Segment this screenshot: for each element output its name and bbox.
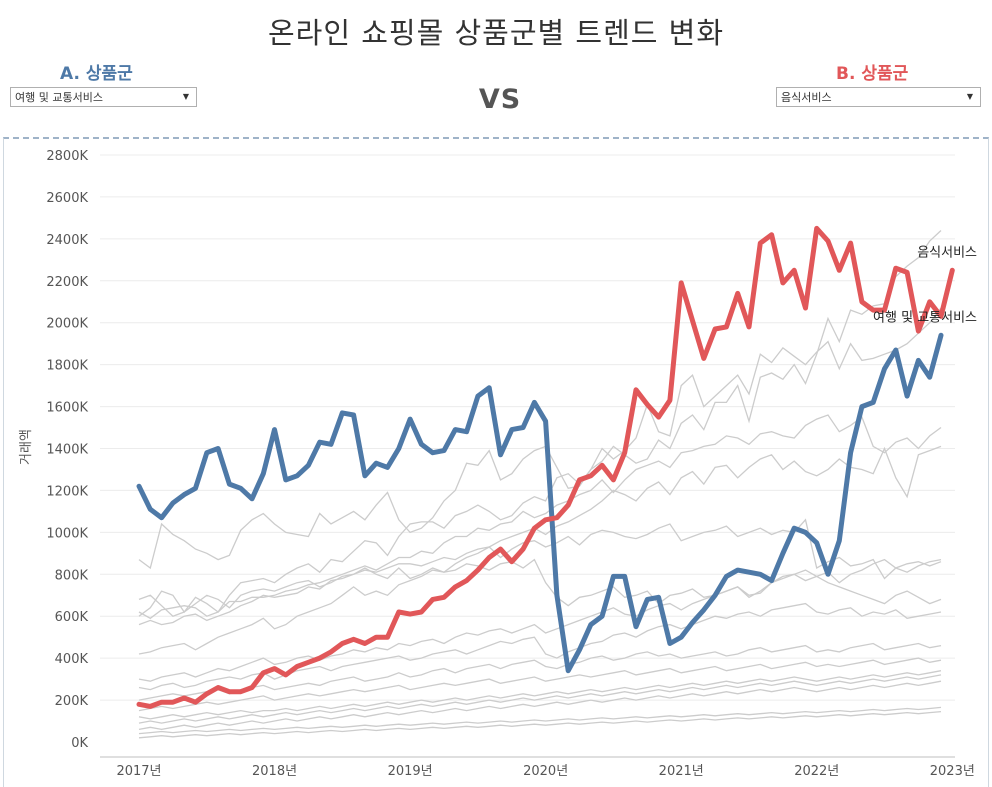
- y-tick-label: 2000K: [46, 317, 88, 332]
- x-tick-label: 2020년: [523, 764, 568, 779]
- chart-frame: [3, 137, 989, 787]
- series-line: [138, 230, 942, 617]
- series-line: [138, 445, 942, 655]
- series-line: [138, 706, 942, 735]
- x-tick-label: 2018년: [252, 764, 297, 779]
- y-gridlines: [100, 154, 955, 701]
- y-tick-label: 1200K: [46, 484, 88, 499]
- y-tick-label: 2800K: [46, 149, 88, 164]
- series-b-line: [136, 225, 955, 709]
- series-line: [138, 558, 942, 617]
- vs-label: VS: [478, 84, 522, 115]
- series-line: [138, 414, 942, 620]
- chevron-down-icon[interactable]: ▼: [966, 92, 974, 101]
- y-tick-label: 1000K: [46, 526, 88, 541]
- x-tick-label: 2023년: [930, 764, 975, 779]
- series-line: [138, 670, 942, 720]
- chevron-down-icon[interactable]: ▼: [182, 92, 190, 101]
- series-line: [138, 569, 942, 682]
- y-tick-label: 400K: [55, 652, 89, 667]
- x-tick-label: 2022년: [794, 764, 839, 779]
- y-tick-label: 1600K: [46, 401, 88, 416]
- series-end-label: 음식서비스: [917, 245, 977, 260]
- selector-a-heading: A. 상품군: [60, 64, 133, 84]
- y-tick-label: 200K: [55, 694, 89, 709]
- x-tick-label: 2021년: [659, 764, 704, 779]
- selector-b-heading: B. 상품군: [836, 64, 909, 84]
- series-end-label: 여행 및 교통서비스: [873, 309, 977, 325]
- series-line: [138, 642, 942, 701]
- series-a-line: [136, 332, 944, 674]
- y-tick-label: 1800K: [46, 359, 88, 374]
- y-tick-label: 0K: [71, 736, 88, 751]
- x-tick-label: 2017년: [116, 764, 161, 779]
- x-tick-label: 2019년: [388, 764, 433, 779]
- y-tick-label: 1400K: [46, 443, 88, 458]
- series-line: [138, 518, 942, 626]
- page-title: 온라인 쇼핑몰 상품군별 트렌드 변화: [267, 16, 725, 50]
- y-tick-label: 2200K: [46, 275, 88, 290]
- selector-a-dropdown[interactable]: 여행 및 교통서비스 ▼: [10, 87, 197, 107]
- selector-b-dropdown[interactable]: 음식서비스 ▼: [776, 87, 981, 107]
- y-tick-label: 2400K: [46, 233, 88, 248]
- series-line: [138, 307, 942, 570]
- y-tick-labels: 0K 200K 400K 600K 800K 1000K 1200K 1400K 1600K 18…: [46, 149, 88, 751]
- background-series: [138, 230, 942, 739]
- y-tick-label: 600K: [55, 610, 89, 625]
- y-tick-label: 800K: [55, 568, 89, 583]
- series-line: [138, 602, 942, 691]
- y-tick-label: 2600K: [46, 191, 88, 206]
- selector-b-value: 음식서비스: [781, 91, 832, 104]
- selector-a-value: 여행 및 교통서비스: [15, 91, 103, 104]
- series-line: [138, 674, 942, 724]
- series-line: [138, 657, 942, 712]
- series-line: [138, 710, 942, 739]
- x-tick-labels: 2017년 2018년 2019년 2020년 2021년 2022년 2023년: [116, 764, 974, 779]
- series-line: [138, 680, 942, 731]
- y-axis-label: 거래액: [19, 429, 34, 465]
